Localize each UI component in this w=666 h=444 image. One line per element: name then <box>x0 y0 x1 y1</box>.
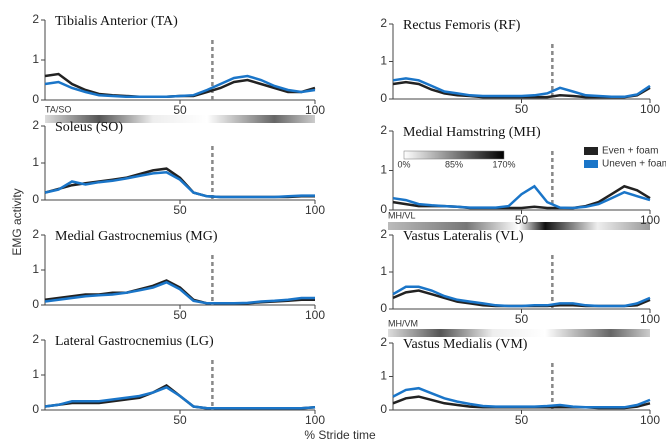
series-line <box>392 289 651 308</box>
y-tick-label: 0 <box>32 402 39 416</box>
heatmap-label: MH/VM <box>388 318 418 328</box>
x-tick-label: 50 <box>515 312 529 326</box>
y-axis-label: EMG activity <box>10 188 24 255</box>
y-tick-label: 1 <box>380 54 387 68</box>
panel-title: Lateral Gastrocnemius (LG) <box>55 334 214 349</box>
legend-swatch <box>584 147 598 155</box>
y-tick-label: 2 <box>380 227 387 241</box>
panel-title: Vastus Medialis (VM) <box>403 337 528 352</box>
x-tick-label: 50 <box>515 102 529 116</box>
y-tick-label: 1 <box>380 163 387 177</box>
y-tick-label: 0 <box>32 92 39 106</box>
y-tick-label: 0 <box>380 202 387 216</box>
x-tick-label: 100 <box>640 413 660 427</box>
y-tick-label: 2 <box>32 12 39 26</box>
y-tick-label: 2 <box>32 118 39 132</box>
legend-swatch <box>584 160 598 168</box>
x-tick-label: 50 <box>515 213 529 227</box>
x-tick-label: 100 <box>640 312 660 326</box>
series-line <box>44 385 316 410</box>
colorbar-tick-label: 170% <box>492 159 515 169</box>
panel-title: Medial Hamstring (MH) <box>403 125 541 140</box>
series-line <box>392 184 651 210</box>
panel-title: Vastus Lateralis (VL) <box>403 229 524 244</box>
colorbar-tick-label: 0% <box>397 159 410 169</box>
series-line <box>392 285 651 308</box>
panel-title: Tibialis Anterior (TA) <box>55 14 178 29</box>
heatmap-strip <box>388 329 650 337</box>
series-line <box>44 167 315 199</box>
x-tick-label: 100 <box>305 203 325 217</box>
y-tick-label: 1 <box>32 155 39 169</box>
y-tick-label: 0 <box>32 297 39 311</box>
x-tick-label: 50 <box>173 203 187 217</box>
colorbar-tick-label: 85% <box>445 159 463 169</box>
x-tick-label: 50 <box>173 413 187 427</box>
y-tick-label: 2 <box>32 332 39 346</box>
x-tick-label: 50 <box>515 413 529 427</box>
colorbar <box>403 150 505 160</box>
series-line <box>392 386 651 409</box>
y-tick-label: 2 <box>380 123 387 137</box>
heatmap-strip <box>388 222 650 230</box>
y-tick-label: 0 <box>32 192 39 206</box>
legend-label: Uneven + foam <box>602 159 666 170</box>
series-line <box>44 74 316 99</box>
legend-label: Even + foam <box>602 146 658 157</box>
y-tick-label: 0 <box>380 91 387 105</box>
x-tick-label: 100 <box>305 103 325 117</box>
heatmap-strip <box>45 115 315 123</box>
y-tick-label: 2 <box>380 335 387 349</box>
y-tick-label: 1 <box>380 369 387 383</box>
x-tick-label: 100 <box>640 102 660 116</box>
heatmap-label: MH/VL <box>388 210 416 220</box>
panel-title: Soleus (SO) <box>55 120 123 135</box>
panel-title: Medial Gastrocnemius (MG) <box>55 229 218 244</box>
y-tick-label: 0 <box>380 301 387 315</box>
x-axis-label: % Stride time <box>304 428 376 442</box>
x-tick-label: 100 <box>640 213 660 227</box>
series-line <box>44 171 315 199</box>
panel-title: Rectus Femoris (RF) <box>403 18 521 33</box>
y-tick-label: 2 <box>380 16 387 30</box>
x-tick-label: 50 <box>173 308 187 322</box>
x-tick-label: 50 <box>173 103 187 117</box>
y-tick-label: 2 <box>32 227 39 241</box>
x-tick-label: 100 <box>305 308 325 322</box>
y-tick-label: 0 <box>380 402 387 416</box>
y-tick-label: 1 <box>32 262 39 276</box>
y-tick-label: 1 <box>32 367 39 381</box>
x-tick-label: 100 <box>305 413 325 427</box>
series-line <box>392 77 651 99</box>
y-tick-label: 1 <box>32 52 39 66</box>
series-line <box>44 280 315 305</box>
y-tick-label: 1 <box>380 264 387 278</box>
heatmap-label: TA/SO <box>45 104 71 114</box>
legend: Even + foam Uneven + foam <box>584 146 666 170</box>
